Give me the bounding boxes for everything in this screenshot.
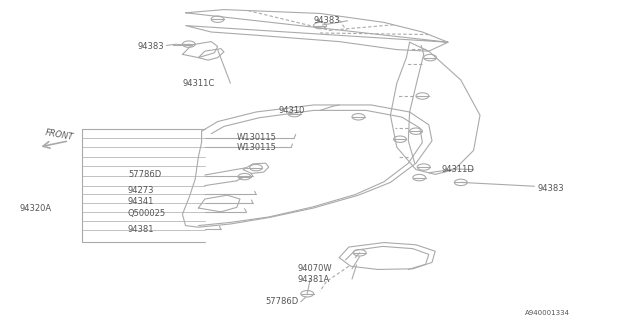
Text: 94310: 94310	[278, 106, 305, 115]
Text: FRONT: FRONT	[44, 128, 74, 142]
Text: 94383: 94383	[138, 42, 164, 51]
Text: 94383: 94383	[314, 16, 340, 25]
Text: Q500025: Q500025	[128, 209, 166, 218]
Text: 57786D: 57786D	[128, 170, 161, 179]
Text: 94383: 94383	[538, 184, 564, 193]
Text: 94320A: 94320A	[19, 204, 51, 212]
Text: 94311C: 94311C	[182, 79, 214, 88]
Text: 57786D: 57786D	[266, 297, 299, 306]
Text: A940001334: A940001334	[525, 310, 570, 316]
Text: 94273: 94273	[128, 186, 154, 195]
Text: 94381A: 94381A	[298, 275, 330, 284]
Text: 94341: 94341	[128, 197, 154, 206]
Text: 94381: 94381	[128, 225, 154, 234]
Text: W130115: W130115	[237, 133, 276, 142]
Text: W130115: W130115	[237, 143, 276, 152]
Text: 94070W: 94070W	[298, 264, 332, 273]
Text: 94311D: 94311D	[442, 165, 474, 174]
